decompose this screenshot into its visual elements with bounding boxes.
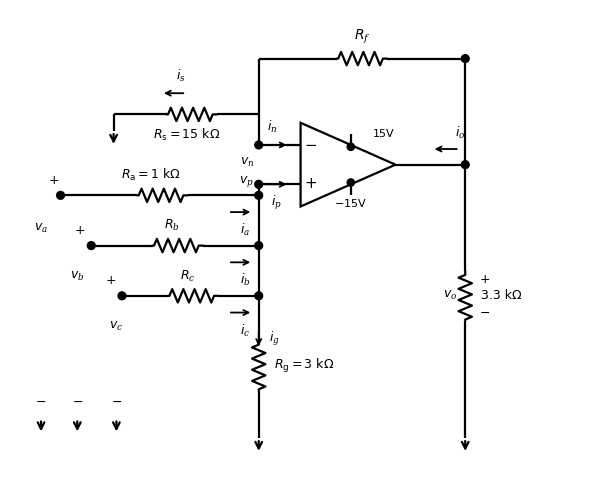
Text: $v_{\mathregular{n}}$: $v_{\mathregular{n}}$ — [240, 156, 254, 169]
Text: $i_{\mathregular{s}}$: $i_{\mathregular{s}}$ — [176, 68, 185, 84]
Text: +: + — [75, 224, 86, 237]
Text: 15V: 15V — [373, 129, 395, 139]
Text: $i_{\mathregular{n}}$: $i_{\mathregular{n}}$ — [267, 119, 278, 135]
Text: $R_{\mathregular{f}}$: $R_{\mathregular{f}}$ — [353, 28, 371, 46]
Text: +: + — [48, 174, 59, 187]
Text: $v_{\mathregular{p}}$: $v_{\mathregular{p}}$ — [240, 174, 254, 189]
Text: $v_{\mathregular{b}}$: $v_{\mathregular{b}}$ — [70, 270, 84, 283]
Text: $R_{\mathregular{c}}$: $R_{\mathregular{c}}$ — [180, 268, 195, 284]
Text: $-$15V: $-$15V — [335, 197, 368, 209]
Text: $i_{\mathregular{a}}$: $i_{\mathregular{a}}$ — [240, 222, 250, 238]
Text: +: + — [479, 273, 490, 286]
Text: $v_{\mathregular{o}}$: $v_{\mathregular{o}}$ — [442, 289, 457, 302]
Circle shape — [57, 192, 64, 199]
Text: $i_{\mathregular{p}}$: $i_{\mathregular{p}}$ — [271, 194, 282, 212]
Circle shape — [347, 143, 355, 150]
Circle shape — [87, 241, 95, 250]
Text: $-$: $-$ — [111, 395, 122, 408]
Text: $+$: $+$ — [304, 176, 317, 191]
Circle shape — [255, 141, 263, 149]
Circle shape — [255, 180, 263, 188]
Text: $-$: $-$ — [304, 136, 317, 151]
Text: 3.3 kΩ: 3.3 kΩ — [481, 289, 522, 302]
Text: $i_{\mathregular{o}}$: $i_{\mathregular{o}}$ — [455, 125, 466, 141]
Circle shape — [255, 192, 263, 199]
Text: $R_{\mathregular{a}}=1\ \mathregular{k}\Omega$: $R_{\mathregular{a}}=1\ \mathregular{k}\… — [121, 167, 181, 183]
Text: $i_{\mathregular{g}}$: $i_{\mathregular{g}}$ — [269, 330, 280, 348]
Circle shape — [255, 241, 263, 250]
Circle shape — [347, 179, 355, 186]
Circle shape — [118, 292, 126, 300]
Text: $-$: $-$ — [479, 306, 490, 319]
Text: $R_{\mathregular{g}}=3\ \mathregular{k}\Omega$: $R_{\mathregular{g}}=3\ \mathregular{k}\… — [274, 357, 335, 374]
Text: $v_{\mathregular{a}}$: $v_{\mathregular{a}}$ — [34, 222, 48, 235]
Text: $v_{\mathregular{c}}$: $v_{\mathregular{c}}$ — [109, 320, 123, 333]
Text: $-$: $-$ — [72, 395, 83, 408]
Circle shape — [255, 292, 263, 300]
Text: +: + — [106, 275, 116, 288]
Text: $-$: $-$ — [35, 395, 47, 408]
Text: $R_{\mathregular{s}}=15\ \mathregular{k}\Omega$: $R_{\mathregular{s}}=15\ \mathregular{k}… — [153, 127, 220, 143]
Text: $R_{\mathregular{b}}$: $R_{\mathregular{b}}$ — [165, 218, 180, 233]
Circle shape — [461, 55, 469, 62]
Circle shape — [461, 161, 469, 168]
Text: $i_{\mathregular{c}}$: $i_{\mathregular{c}}$ — [240, 323, 250, 339]
Text: $i_{\mathregular{b}}$: $i_{\mathregular{b}}$ — [240, 272, 250, 288]
